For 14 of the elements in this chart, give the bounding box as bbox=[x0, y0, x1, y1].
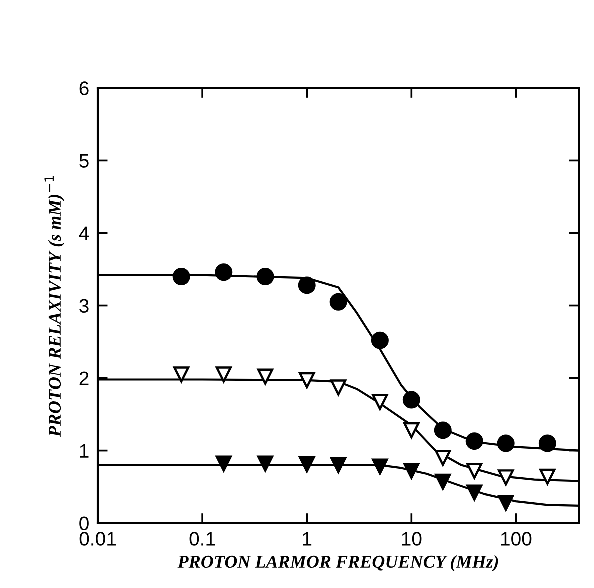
y-tick-label: 4 bbox=[79, 226, 90, 240]
y-axis-title: PROTON RELAXIVITY (s mM)$^{−1}$ bbox=[44, 176, 65, 438]
y-tick-label: 3 bbox=[80, 299, 89, 313]
y-tick-label: 6 bbox=[80, 82, 89, 96]
y-tick-label: 2 bbox=[80, 372, 89, 386]
y-tick-label: 1 bbox=[80, 444, 89, 458]
x-tick-label: 1 bbox=[303, 532, 312, 546]
x-axis-title: PROTON LARMOR FREQUENCY (MHz) bbox=[178, 555, 498, 572]
x-tick-label: 0.1 bbox=[190, 532, 216, 546]
x-tick-label: 10 bbox=[402, 532, 422, 546]
x-tick-label: 100 bbox=[501, 532, 532, 546]
y-tick-label: 0 bbox=[80, 516, 89, 531]
y-tick-label: 5 bbox=[80, 154, 89, 168]
x-tick-label: 0.01 bbox=[80, 532, 116, 546]
